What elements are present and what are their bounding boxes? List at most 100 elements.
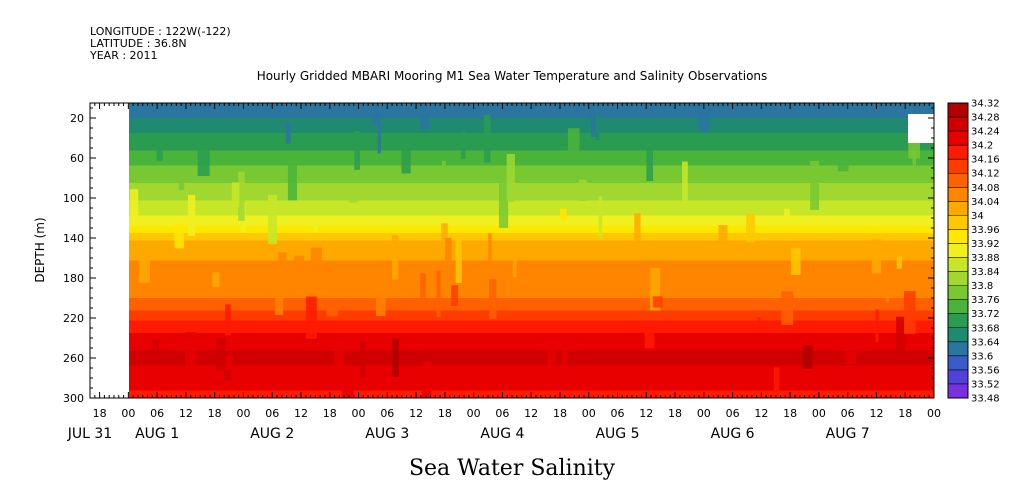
x-hour-label: 12 xyxy=(294,407,308,420)
x-hour-label: 00 xyxy=(121,407,135,420)
heatmap-band xyxy=(129,318,934,322)
heatmap-streak xyxy=(598,196,603,239)
y-axis: 20 60 100 140 180 220 260 300 xyxy=(63,107,934,405)
latitude-label: LATITUDE : 36.8N xyxy=(90,37,187,50)
heatmap-band xyxy=(129,120,934,124)
heatmap-streak xyxy=(908,138,921,159)
heatmap-streak xyxy=(896,256,902,269)
heatmap-streak xyxy=(488,233,492,263)
colorbar-label: 34.04 xyxy=(971,197,1000,208)
heatmap-streak xyxy=(267,194,278,245)
x-date-label: AUG 7 xyxy=(826,426,870,442)
colorbar-swatch xyxy=(948,271,968,287)
heatmap-streak xyxy=(498,178,509,228)
heatmap-band xyxy=(129,193,934,197)
x-hour-label: 06 xyxy=(841,407,855,420)
x-hour-label: 00 xyxy=(236,407,250,420)
heatmap-streak xyxy=(348,186,358,203)
heatmap-band xyxy=(129,200,934,204)
x-hour-label: 00 xyxy=(927,407,941,420)
x-hour-label: 18 xyxy=(93,407,107,420)
heatmap-streak xyxy=(420,273,426,308)
heatmap-band xyxy=(129,135,934,139)
heatmap-band xyxy=(129,363,934,367)
heatmap-streak xyxy=(225,355,233,382)
y-tick-label: 100 xyxy=(63,192,84,205)
heatmap-streak xyxy=(391,235,399,280)
heatmap-band xyxy=(129,115,934,119)
colorbar-swatch xyxy=(948,173,968,188)
colorbar-swatch xyxy=(948,159,968,174)
heatmap-streak xyxy=(156,133,163,161)
colorbar-label: 34.28 xyxy=(971,113,1000,124)
heatmap-band xyxy=(129,108,934,112)
heatmap-band xyxy=(129,288,934,292)
y-tick-label: 300 xyxy=(63,392,84,405)
x-hour-label: 12 xyxy=(754,407,768,420)
y-axis-label: DEPTH (m) xyxy=(33,217,47,282)
colorbar-swatch xyxy=(948,327,968,343)
colorbar-label: 34.16 xyxy=(971,155,1000,166)
heatmap-streak xyxy=(341,365,354,398)
heatmap-streak xyxy=(225,304,231,336)
heatmap-streak xyxy=(634,213,641,260)
heatmap-streak xyxy=(781,291,794,325)
colorbar-label: 33.96 xyxy=(971,225,1000,236)
heatmap-band xyxy=(129,210,934,214)
colorbar-swatch xyxy=(948,131,968,146)
heatmap-band xyxy=(129,123,934,127)
x-hour-label: 18 xyxy=(783,407,797,420)
heatmap-band xyxy=(129,293,934,297)
heatmap-streak xyxy=(442,160,446,179)
heatmap-streak xyxy=(223,369,232,381)
heatmap-band xyxy=(129,163,934,167)
heatmap-band xyxy=(129,130,934,134)
heatmap-streak xyxy=(441,223,448,249)
heatmap-band xyxy=(129,208,934,212)
heatmap-streak xyxy=(784,208,790,221)
x-date-label: JUL 31 xyxy=(67,426,112,442)
heatmap-streak xyxy=(512,254,517,278)
heatmap-band xyxy=(129,263,934,267)
heatmap-band xyxy=(129,283,934,287)
heatmap-streak xyxy=(285,122,291,144)
colorbar-label: 33.64 xyxy=(971,337,1000,348)
variable-caption: Sea Water Salinity xyxy=(409,456,616,481)
heatmap-streak xyxy=(138,259,150,283)
heatmap-band xyxy=(129,250,934,254)
heatmap-band xyxy=(129,240,934,244)
heatmap-streak xyxy=(844,351,856,365)
heatmap-band xyxy=(129,355,934,359)
y-tick-label: 140 xyxy=(63,232,84,245)
x-hour-label: 00 xyxy=(697,407,711,420)
x-date-label: AUG 1 xyxy=(135,426,179,442)
heatmap-band xyxy=(129,340,934,344)
heatmap-band xyxy=(129,178,934,182)
heatmap-band xyxy=(129,290,934,294)
colorbar-label: 33.6 xyxy=(971,351,993,362)
heatmap-streak xyxy=(174,223,184,249)
x-hour-label: 06 xyxy=(495,407,509,420)
heatmap-streak xyxy=(757,317,761,331)
colorbar-label: 33.48 xyxy=(971,394,1000,405)
heatmap-band xyxy=(129,188,934,192)
heatmap-band xyxy=(129,265,934,269)
heatmap-streak xyxy=(596,114,600,141)
x-date-label: AUG 2 xyxy=(250,426,294,442)
year-label: YEAR : 2011 xyxy=(89,49,158,62)
colorbar-label: 33.76 xyxy=(971,295,1000,306)
heatmap-band xyxy=(129,358,934,362)
heatmap-band xyxy=(129,315,934,319)
colorbar-swatch xyxy=(948,117,968,132)
heatmap-streak xyxy=(903,291,916,334)
heatmap-streak xyxy=(212,272,220,288)
heatmap-band xyxy=(129,198,934,202)
heatmap-streak xyxy=(422,361,432,398)
heatmap-band xyxy=(129,168,934,172)
heatmap-field xyxy=(129,103,934,398)
heatmap-band xyxy=(129,253,934,257)
y-tick-label: 180 xyxy=(63,272,84,285)
heatmap-band xyxy=(129,230,934,234)
heatmap-band xyxy=(129,373,934,377)
heatmap-band xyxy=(129,375,934,379)
